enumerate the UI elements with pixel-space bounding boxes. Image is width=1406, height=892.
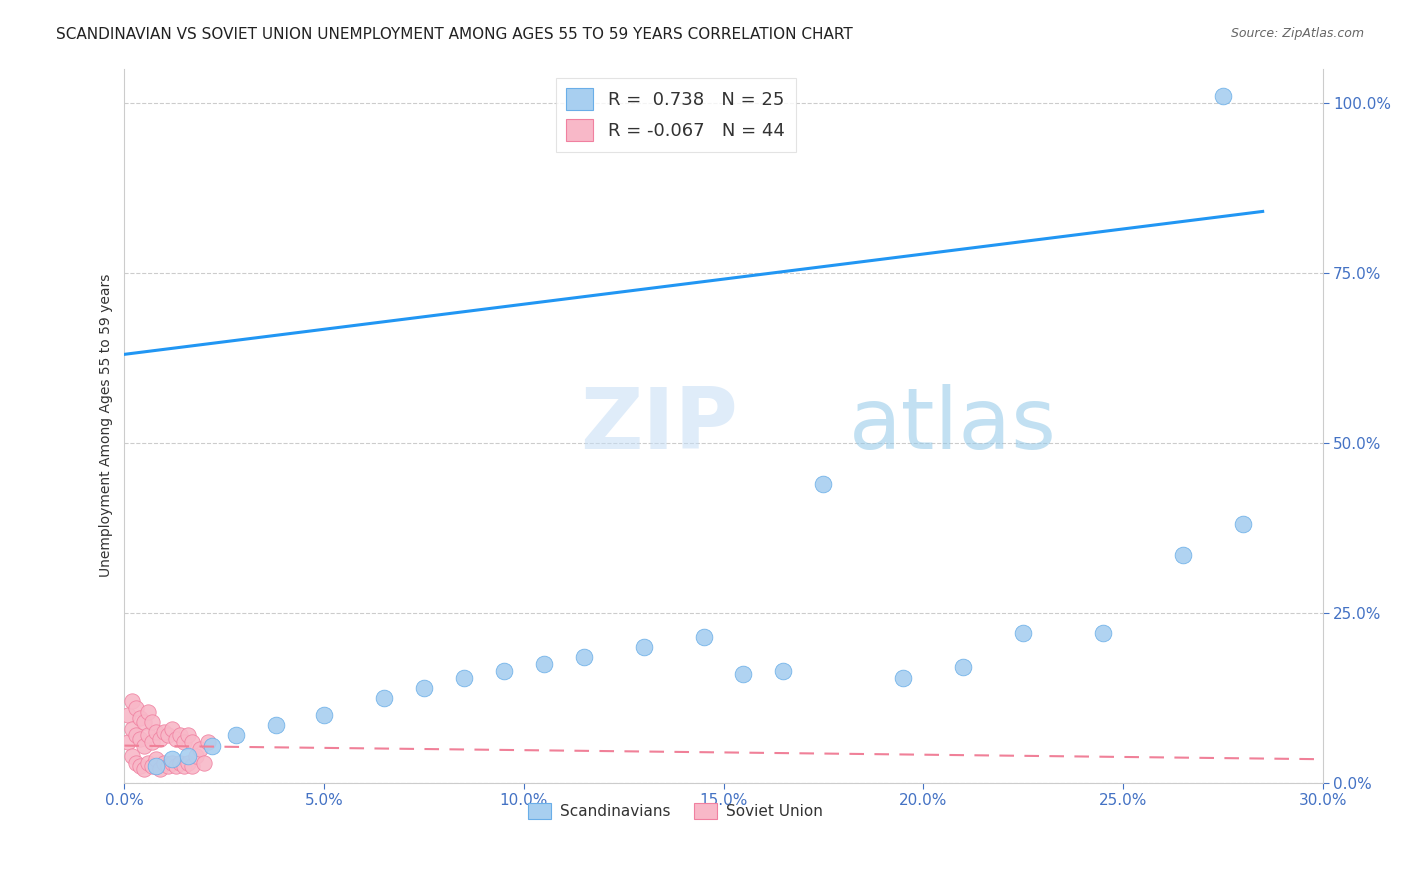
Y-axis label: Unemployment Among Ages 55 to 59 years: Unemployment Among Ages 55 to 59 years <box>100 274 114 577</box>
Point <box>1212 88 1234 103</box>
Point <box>145 725 167 739</box>
Point <box>153 756 176 770</box>
Point <box>633 640 655 654</box>
Point <box>165 759 187 773</box>
Point <box>225 728 247 742</box>
Point <box>125 701 148 715</box>
Point <box>129 711 152 725</box>
Point <box>169 756 191 770</box>
Point <box>134 763 156 777</box>
Point <box>181 735 204 749</box>
Point <box>149 731 172 746</box>
Point <box>138 705 160 719</box>
Point <box>373 690 395 705</box>
Point <box>177 748 200 763</box>
Point <box>141 759 163 773</box>
Point <box>145 759 167 773</box>
Point <box>453 671 475 685</box>
Point <box>129 731 152 746</box>
Text: ZIP: ZIP <box>579 384 738 467</box>
Point <box>157 759 180 773</box>
Point <box>181 759 204 773</box>
Point <box>149 763 172 777</box>
Point <box>193 756 215 770</box>
Point <box>117 708 139 723</box>
Point <box>1012 626 1035 640</box>
Point <box>197 735 219 749</box>
Point <box>692 630 714 644</box>
Point <box>129 759 152 773</box>
Point <box>188 742 211 756</box>
Legend: Scandinavians, Soviet Union: Scandinavians, Soviet Union <box>522 797 830 825</box>
Point <box>121 722 143 736</box>
Point <box>177 728 200 742</box>
Point <box>264 718 287 732</box>
Point <box>186 748 208 763</box>
Point <box>772 664 794 678</box>
Point <box>413 681 436 695</box>
Point <box>162 752 184 766</box>
Point <box>162 722 184 736</box>
Text: Source: ZipAtlas.com: Source: ZipAtlas.com <box>1230 27 1364 40</box>
Point <box>733 667 755 681</box>
Point <box>138 756 160 770</box>
Point <box>162 756 184 770</box>
Text: atlas: atlas <box>849 384 1057 467</box>
Text: SCANDINAVIAN VS SOVIET UNION UNEMPLOYMENT AMONG AGES 55 TO 59 YEARS CORRELATION : SCANDINAVIAN VS SOVIET UNION UNEMPLOYMEN… <box>56 27 853 42</box>
Point <box>572 650 595 665</box>
Point <box>134 739 156 753</box>
Point <box>201 739 224 753</box>
Point <box>121 694 143 708</box>
Point <box>173 735 195 749</box>
Point <box>492 664 515 678</box>
Point <box>952 660 974 674</box>
Point <box>134 714 156 729</box>
Point <box>177 756 200 770</box>
Point <box>314 708 336 723</box>
Point <box>141 714 163 729</box>
Point <box>891 671 914 685</box>
Point <box>138 728 160 742</box>
Point <box>157 728 180 742</box>
Point <box>125 728 148 742</box>
Point <box>141 735 163 749</box>
Point <box>169 728 191 742</box>
Point <box>121 748 143 763</box>
Point <box>1232 517 1254 532</box>
Point <box>813 476 835 491</box>
Point <box>125 756 148 770</box>
Point <box>117 735 139 749</box>
Point <box>165 731 187 746</box>
Point <box>1171 548 1194 562</box>
Point <box>533 657 555 671</box>
Point <box>153 725 176 739</box>
Point <box>173 759 195 773</box>
Point <box>1091 626 1114 640</box>
Point <box>145 752 167 766</box>
